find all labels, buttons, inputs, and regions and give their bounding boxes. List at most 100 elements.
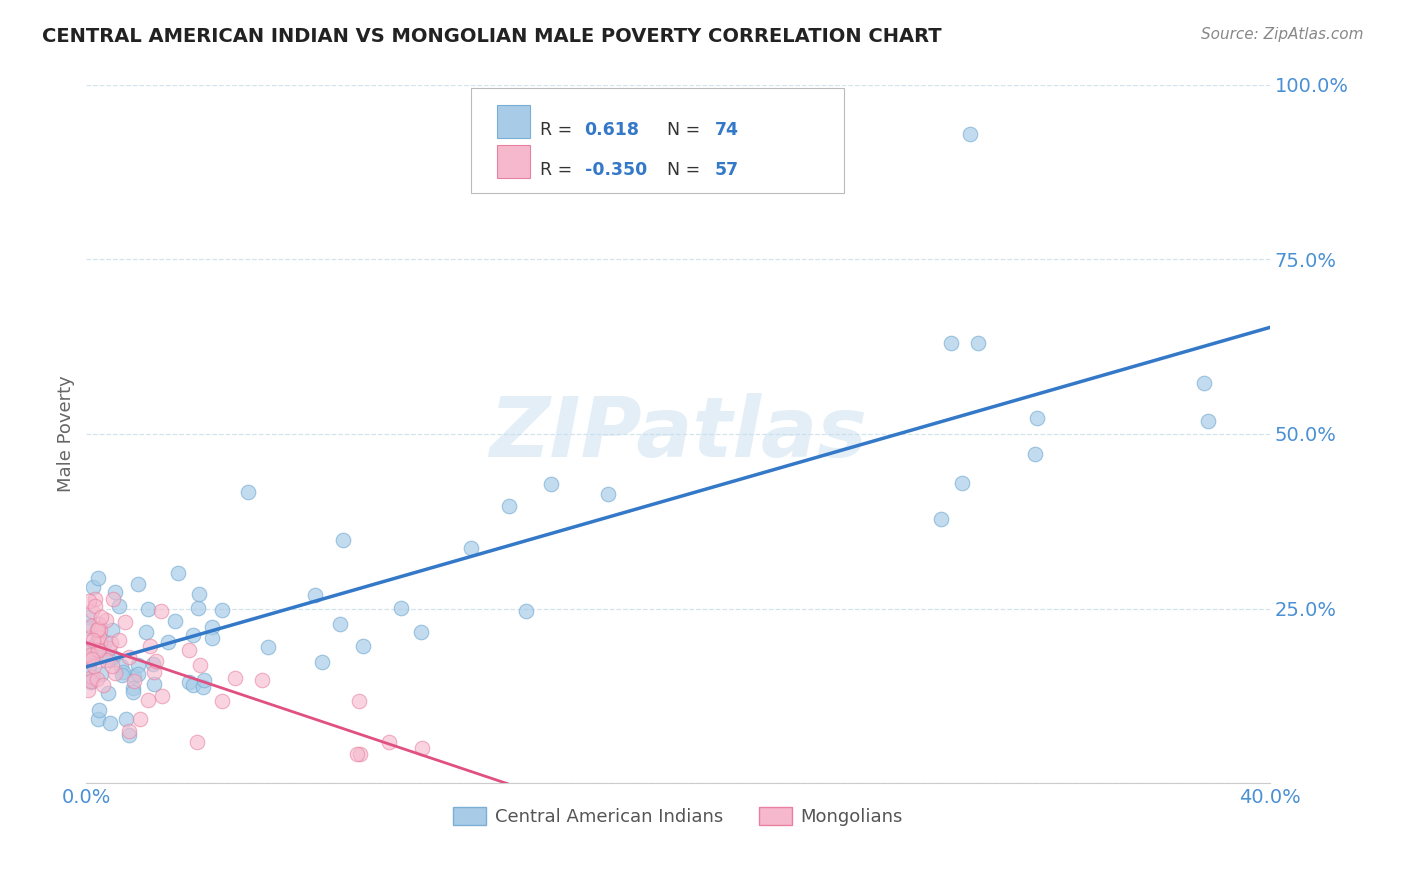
Point (929, 512, 952, 526)
Point (143, 676, 166, 690)
Point (145, 655, 167, 669)
Point (122, 673, 145, 688)
Point (329, 617, 352, 632)
Point (110, 658, 132, 673)
Point (77, 610, 100, 624)
Point (540, 477, 562, 491)
Point (1025, 411, 1047, 425)
Text: 0.618: 0.618 (585, 121, 640, 139)
Point (76, 631, 98, 645)
Point (378, 735, 401, 749)
Point (83, 599, 105, 613)
Point (107, 632, 129, 647)
Point (122, 669, 145, 683)
Point (142, 657, 165, 672)
Point (82, 642, 104, 657)
Point (181, 678, 204, 692)
Point (100, 636, 122, 650)
Point (80, 619, 103, 633)
Point (98, 715, 121, 730)
Point (187, 587, 209, 601)
Point (83, 592, 105, 607)
Point (90, 666, 112, 681)
Point (80, 652, 103, 666)
Point (77, 621, 100, 635)
Point (391, 600, 413, 615)
Point (122, 685, 145, 699)
Point (89, 630, 111, 644)
Point (515, 604, 537, 618)
Point (352, 639, 374, 653)
Point (118, 723, 141, 738)
Point (86, 623, 108, 637)
Point (104, 584, 127, 599)
Point (181, 628, 204, 642)
Point (87, 643, 110, 657)
Point (76, 651, 98, 665)
Point (83, 659, 105, 673)
Point (97, 653, 120, 667)
Text: R =: R = (540, 161, 578, 178)
Point (136, 692, 159, 706)
Point (598, 487, 620, 501)
Text: R =: R = (540, 121, 578, 139)
Point (79, 648, 101, 662)
Point (941, 336, 963, 351)
FancyBboxPatch shape (471, 88, 844, 194)
Point (87, 571, 110, 585)
Point (118, 728, 141, 742)
Point (250, 673, 273, 687)
Point (150, 604, 173, 618)
Point (101, 659, 124, 673)
Point (79, 673, 101, 688)
Point (201, 631, 224, 645)
Point (188, 657, 211, 672)
Point (177, 643, 200, 657)
Point (108, 599, 131, 614)
Point (967, 336, 990, 351)
Point (167, 566, 190, 580)
Point (224, 671, 246, 685)
Point (256, 640, 278, 655)
Point (304, 588, 326, 602)
Point (90, 609, 112, 624)
Point (411, 624, 433, 639)
Point (211, 693, 233, 707)
Point (80, 604, 103, 618)
Point (89, 640, 111, 655)
Point (101, 623, 124, 637)
Point (76, 683, 98, 698)
Point (86, 672, 108, 686)
Point (186, 734, 208, 748)
Point (94, 613, 117, 627)
Point (112, 665, 135, 680)
Point (82, 632, 104, 647)
Point (76, 644, 98, 658)
Point (79, 674, 101, 689)
Point (460, 541, 482, 555)
Point (236, 484, 259, 499)
Bar (498, 104, 530, 138)
Point (139, 639, 162, 653)
Point (111, 668, 134, 682)
Point (89, 703, 111, 717)
Point (211, 603, 233, 617)
Point (80, 640, 103, 654)
Point (87, 622, 110, 636)
Point (80, 673, 103, 687)
Point (87, 642, 110, 657)
Point (187, 600, 209, 615)
Point (87, 712, 110, 726)
Bar (498, 145, 530, 178)
Text: 74: 74 (714, 121, 738, 139)
Point (191, 680, 214, 694)
Point (118, 649, 141, 664)
Point (349, 694, 371, 708)
Point (114, 712, 136, 726)
Point (1192, 376, 1215, 391)
Point (122, 681, 145, 696)
Point (87, 617, 110, 632)
Point (349, 747, 371, 761)
Y-axis label: Male Poverty: Male Poverty (58, 376, 75, 492)
Point (104, 665, 127, 680)
